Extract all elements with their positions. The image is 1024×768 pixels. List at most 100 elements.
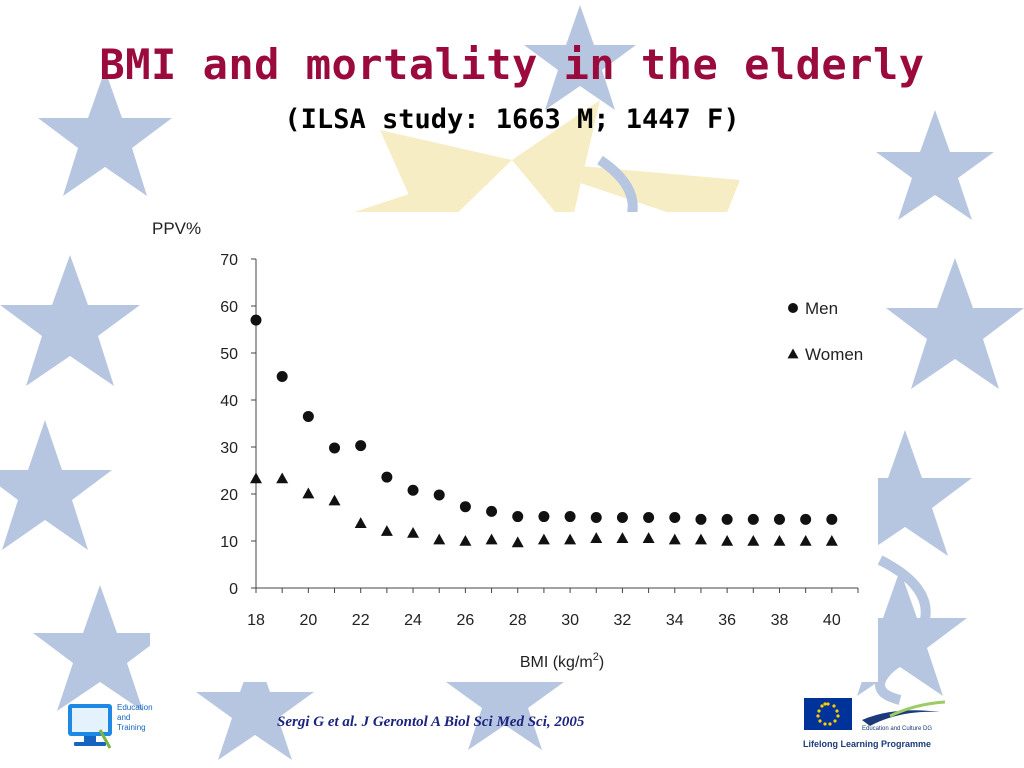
- data-point-women: [276, 472, 289, 484]
- data-point-men: [407, 484, 419, 496]
- y-tick-label: 20: [220, 487, 238, 504]
- x-tick-label: 34: [666, 612, 684, 629]
- x-tick-label: 18: [247, 612, 265, 629]
- data-point-women: [616, 532, 629, 543]
- data-point-women: [250, 472, 262, 484]
- education-training-logo: [68, 704, 112, 749]
- star-icon: [446, 640, 564, 750]
- data-point-women: [799, 535, 812, 546]
- star-ornaments: [0, 5, 1024, 760]
- legend-label-men: Men: [805, 299, 838, 318]
- data-point-men: [800, 513, 812, 525]
- eu-programme: Lifelong Learning Programme: [803, 739, 932, 749]
- data-point-women: [721, 535, 734, 546]
- swoosh-decoration: [875, 555, 931, 705]
- data-point-men: [616, 512, 628, 523]
- y-tick-label: 50: [220, 346, 238, 363]
- data-point-women: [668, 533, 681, 545]
- swoosh-icon: [889, 700, 946, 718]
- data-point-men: [590, 512, 602, 523]
- x-tick-label: 28: [509, 612, 527, 629]
- x-tick-label: 36: [718, 612, 736, 629]
- data-point-men: [276, 371, 288, 382]
- star-icon: [524, 5, 636, 110]
- data-point-women: [564, 533, 577, 545]
- data-point-women: [537, 533, 550, 545]
- data-point-women: [380, 525, 393, 536]
- data-point-women: [407, 527, 420, 538]
- y-tick-label: 30: [220, 440, 238, 457]
- star-icon: [886, 258, 1024, 389]
- data-point-men: [433, 489, 445, 501]
- star-icon: [196, 650, 314, 760]
- data-point-men: [721, 513, 733, 525]
- logo-text-line: Training: [117, 723, 146, 732]
- logo-text-line: and: [117, 713, 131, 722]
- x-tick-label: 24: [404, 612, 422, 629]
- star-icon: [38, 70, 172, 196]
- data-point-men: [459, 501, 471, 513]
- logo-text-line: Education: [117, 703, 153, 712]
- star-icon: [833, 570, 967, 696]
- x-tick-label: 22: [352, 612, 370, 629]
- data-point-men: [381, 471, 393, 483]
- x-tick-label: 38: [771, 612, 789, 629]
- data-point-women: [354, 517, 367, 528]
- x-tick-label: 30: [561, 612, 579, 629]
- x-tick-label: 40: [823, 612, 841, 629]
- data-point-men: [564, 511, 576, 523]
- data-point-men: [826, 513, 838, 525]
- data-point-women: [328, 494, 341, 506]
- slide-title: BMI and mortality in the elderly: [99, 40, 925, 89]
- data-point-women: [433, 533, 446, 545]
- data-point-men: [773, 513, 785, 525]
- citation: Sergi G et al. J Gerontol A Biol Sci Med…: [277, 714, 585, 730]
- data-point-men: [250, 314, 262, 326]
- x-axis-label: BMI (kg/m2): [520, 651, 604, 671]
- data-point-women: [694, 533, 707, 545]
- eu-logo: [804, 698, 946, 730]
- computer-icon: [68, 704, 112, 749]
- data-point-men: [669, 512, 681, 523]
- star-icon: [0, 255, 140, 386]
- data-point-men: [643, 512, 655, 523]
- legend-marker-women: [787, 348, 799, 359]
- data-point-women: [459, 535, 472, 546]
- logo-left-text: Education and Training: [117, 703, 177, 733]
- data-point-men: [355, 440, 367, 452]
- y-tick-label: 0: [229, 581, 238, 598]
- x-tick-label: 26: [456, 612, 474, 629]
- data-point-women: [302, 487, 315, 499]
- data-point-men: [747, 513, 759, 525]
- data-point-men: [486, 505, 498, 517]
- y-tick-label: 70: [220, 252, 238, 269]
- data-point-women: [590, 532, 603, 543]
- x-tick-label: 20: [299, 612, 317, 629]
- data-point-men: [302, 410, 314, 422]
- data-point-women: [773, 535, 786, 546]
- x-tick-label: 32: [614, 612, 632, 629]
- swoosh-icon: [862, 710, 940, 726]
- y-tick-label: 60: [220, 299, 238, 316]
- data-point-women: [825, 535, 838, 546]
- data-point-men: [538, 511, 550, 523]
- data-point-men: [329, 442, 341, 454]
- chart-panel: PPV% 0 10 20 30 40 50 60 70 18 20 22 24 26 28 30 32 34 36 3…: [150, 212, 878, 682]
- star-icon: [876, 110, 994, 220]
- y-tick-label: 10: [220, 534, 238, 551]
- star-icon: [838, 430, 972, 556]
- eu-caption: Education and Culture DG: [862, 726, 933, 732]
- eu-flag-icon: [804, 698, 852, 730]
- legend-label-women: Women: [805, 345, 863, 364]
- data-point-men: [695, 513, 707, 525]
- star-icon: [0, 420, 112, 550]
- scatter-chart: PPV% 0 10 20 30 40 50 60 70 18 20 22 24 26 28 30 32 34 36 3…: [152, 219, 863, 671]
- legend-marker-men: [788, 303, 798, 313]
- star-icon: [33, 585, 167, 711]
- y-axis-label: PPV%: [152, 219, 201, 238]
- data-point-women: [511, 536, 524, 548]
- data-point-men: [512, 511, 524, 523]
- data-point-women: [747, 535, 760, 546]
- y-tick-label: 40: [220, 393, 238, 410]
